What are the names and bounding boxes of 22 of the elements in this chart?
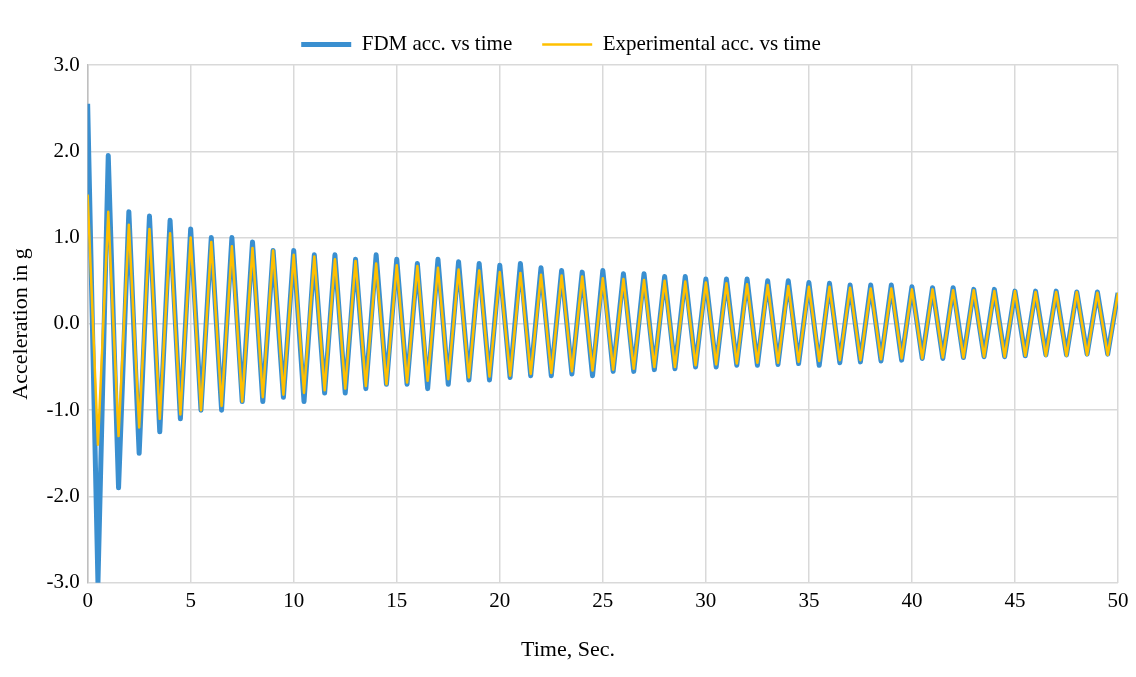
y-tick-label: 3.0 [53,51,80,76]
y-axis-title: Acceleration in g [6,248,32,400]
x-tick-label: 50 [1107,587,1129,612]
x-tick-label: 40 [901,587,923,612]
x-tick-label: 35 [798,587,820,612]
y-tick-label: 1.0 [53,224,80,249]
legend-label: FDM acc. vs time [361,31,513,56]
y-tick-label: 2.0 [53,137,80,162]
x-tick-label: 45 [1004,587,1026,612]
y-tick-label: -1.0 [46,396,80,421]
x-tick-label: 25 [592,587,614,612]
y-tick-label: -3.0 [46,569,80,594]
x-tick-label: 5 [185,587,196,612]
x-tick-label: 15 [386,587,408,612]
y-tick-label: -2.0 [46,483,80,508]
y-tick-label: 0.0 [53,310,80,335]
legend-label: Experimental acc. vs time [602,31,821,56]
x-tick-label: 30 [695,587,717,612]
x-tick-label: 10 [283,587,305,612]
x-tick-label: 0 [82,587,93,612]
x-axis-title: Time, Sec. [520,636,616,662]
x-tick-label: 20 [489,587,511,612]
